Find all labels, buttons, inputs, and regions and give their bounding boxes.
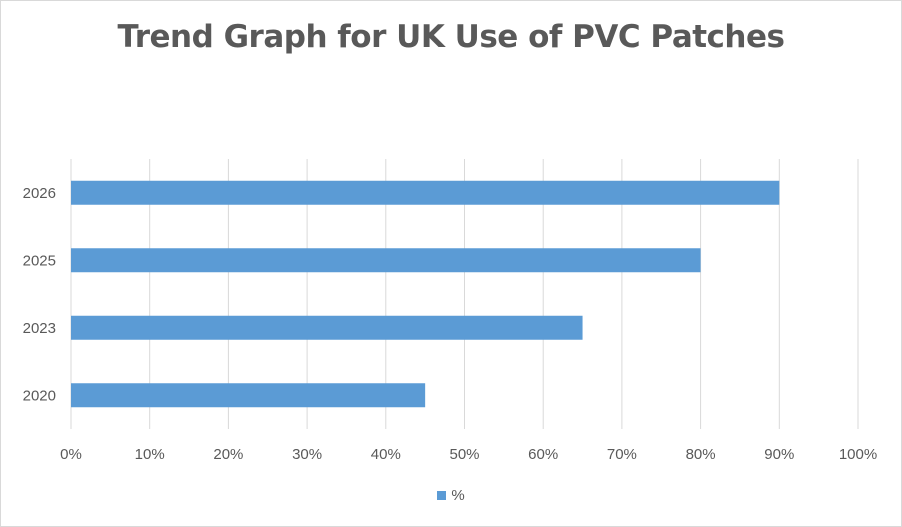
legend: % xyxy=(1,487,901,504)
x-tick-label: 0% xyxy=(60,446,82,463)
y-tick-label: 2026 xyxy=(23,185,56,202)
x-tick-label: 70% xyxy=(607,446,637,463)
x-tick-label: 30% xyxy=(292,446,322,463)
y-tick-label: 2020 xyxy=(23,387,56,404)
x-tick-label: 80% xyxy=(686,446,716,463)
bar-2026 xyxy=(71,180,780,205)
x-tick-label: 50% xyxy=(449,446,479,463)
bar-2023 xyxy=(71,315,583,340)
bar-2025 xyxy=(71,248,701,273)
x-tick-label: 20% xyxy=(213,446,243,463)
chart-title: Trend Graph for UK Use of PVC Patches xyxy=(117,19,785,55)
bar-2020 xyxy=(71,383,426,408)
x-tick-label: 40% xyxy=(371,446,401,463)
x-tick-label: 90% xyxy=(764,446,794,463)
legend-label: % xyxy=(451,487,465,504)
x-tick-label: 100% xyxy=(839,446,877,463)
legend-swatch xyxy=(437,491,447,500)
y-tick-label: 2023 xyxy=(23,320,56,337)
y-tick-label: 2025 xyxy=(23,252,56,269)
x-tick-label: 10% xyxy=(135,446,165,463)
x-tick-label: 60% xyxy=(528,446,558,463)
